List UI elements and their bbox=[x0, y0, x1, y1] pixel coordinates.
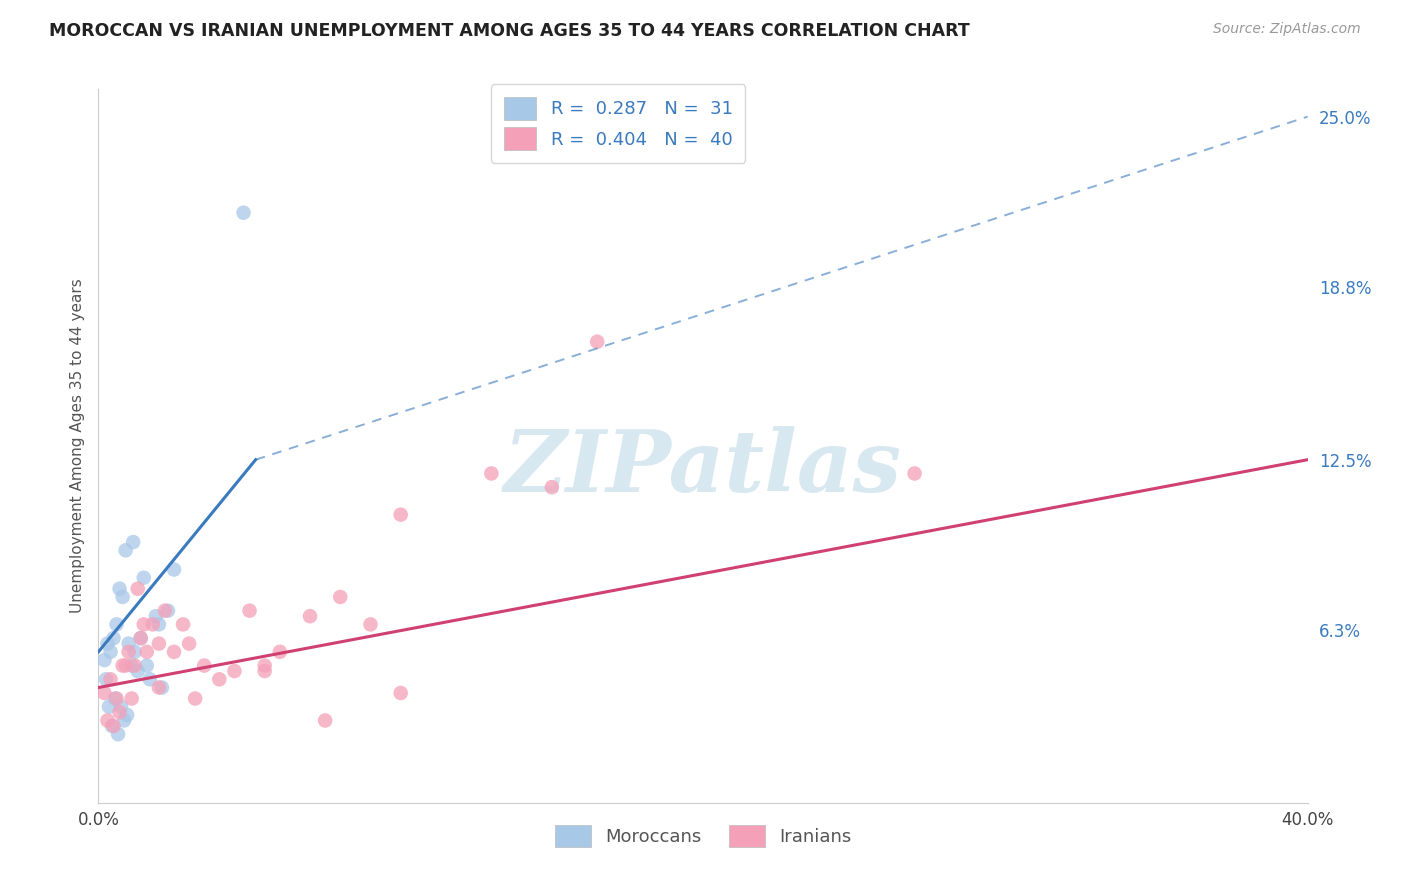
Point bbox=[111, 590, 134, 604]
Point bbox=[172, 617, 194, 632]
Point bbox=[208, 673, 231, 687]
Point bbox=[110, 699, 132, 714]
Point bbox=[540, 480, 562, 494]
Point bbox=[94, 673, 117, 687]
Point bbox=[96, 714, 118, 728]
Point bbox=[299, 609, 322, 624]
Point bbox=[360, 617, 382, 632]
Point bbox=[115, 708, 138, 723]
Point bbox=[239, 604, 262, 618]
Text: MOROCCAN VS IRANIAN UNEMPLOYMENT AMONG AGES 35 TO 44 YEARS CORRELATION CHART: MOROCCAN VS IRANIAN UNEMPLOYMENT AMONG A… bbox=[49, 22, 970, 40]
Point bbox=[98, 699, 121, 714]
Point bbox=[127, 664, 149, 678]
Point bbox=[100, 645, 122, 659]
Point bbox=[135, 658, 157, 673]
Point bbox=[111, 658, 134, 673]
Point bbox=[93, 653, 115, 667]
Point bbox=[129, 631, 152, 645]
Point bbox=[121, 658, 143, 673]
Point bbox=[224, 664, 246, 678]
Point bbox=[145, 609, 167, 624]
Point bbox=[118, 645, 141, 659]
Point bbox=[107, 727, 129, 741]
Point bbox=[103, 631, 125, 645]
Point bbox=[269, 645, 291, 659]
Text: Source: ZipAtlas.com: Source: ZipAtlas.com bbox=[1213, 22, 1361, 37]
Point bbox=[163, 645, 186, 659]
Point bbox=[129, 631, 152, 645]
Point bbox=[100, 673, 122, 687]
Point bbox=[142, 617, 165, 632]
Point bbox=[124, 658, 146, 673]
Point bbox=[329, 590, 352, 604]
Point bbox=[132, 617, 155, 632]
Point bbox=[314, 714, 336, 728]
Point bbox=[148, 637, 170, 651]
Point bbox=[156, 604, 179, 618]
Point bbox=[108, 582, 131, 596]
Point bbox=[232, 205, 254, 219]
Point bbox=[105, 691, 128, 706]
Point bbox=[389, 508, 412, 522]
Point bbox=[153, 604, 176, 618]
Point bbox=[148, 617, 170, 632]
Point bbox=[132, 571, 155, 585]
Point bbox=[124, 645, 146, 659]
Legend: Moroccans, Iranians: Moroccans, Iranians bbox=[547, 818, 859, 855]
Point bbox=[96, 637, 118, 651]
Point bbox=[108, 705, 131, 719]
Point bbox=[122, 535, 145, 549]
Point bbox=[112, 714, 135, 728]
Point bbox=[253, 664, 276, 678]
Point bbox=[135, 645, 157, 659]
Point bbox=[127, 582, 149, 596]
Point bbox=[253, 658, 276, 673]
Point bbox=[193, 658, 215, 673]
Point bbox=[121, 691, 143, 706]
Text: ZIPatlas: ZIPatlas bbox=[503, 425, 903, 509]
Point bbox=[114, 543, 136, 558]
Point bbox=[163, 562, 186, 576]
Point bbox=[101, 719, 124, 733]
Point bbox=[481, 467, 503, 481]
Point bbox=[586, 334, 609, 349]
Point bbox=[103, 719, 125, 733]
Y-axis label: Unemployment Among Ages 35 to 44 years: Unemployment Among Ages 35 to 44 years bbox=[69, 278, 84, 614]
Point bbox=[389, 686, 412, 700]
Point bbox=[904, 467, 927, 481]
Point bbox=[114, 658, 136, 673]
Point bbox=[93, 686, 115, 700]
Point bbox=[184, 691, 207, 706]
Point bbox=[148, 681, 170, 695]
Point bbox=[139, 673, 162, 687]
Point bbox=[104, 691, 127, 706]
Point bbox=[179, 637, 201, 651]
Point bbox=[150, 681, 173, 695]
Point bbox=[105, 617, 128, 632]
Point bbox=[118, 637, 141, 651]
